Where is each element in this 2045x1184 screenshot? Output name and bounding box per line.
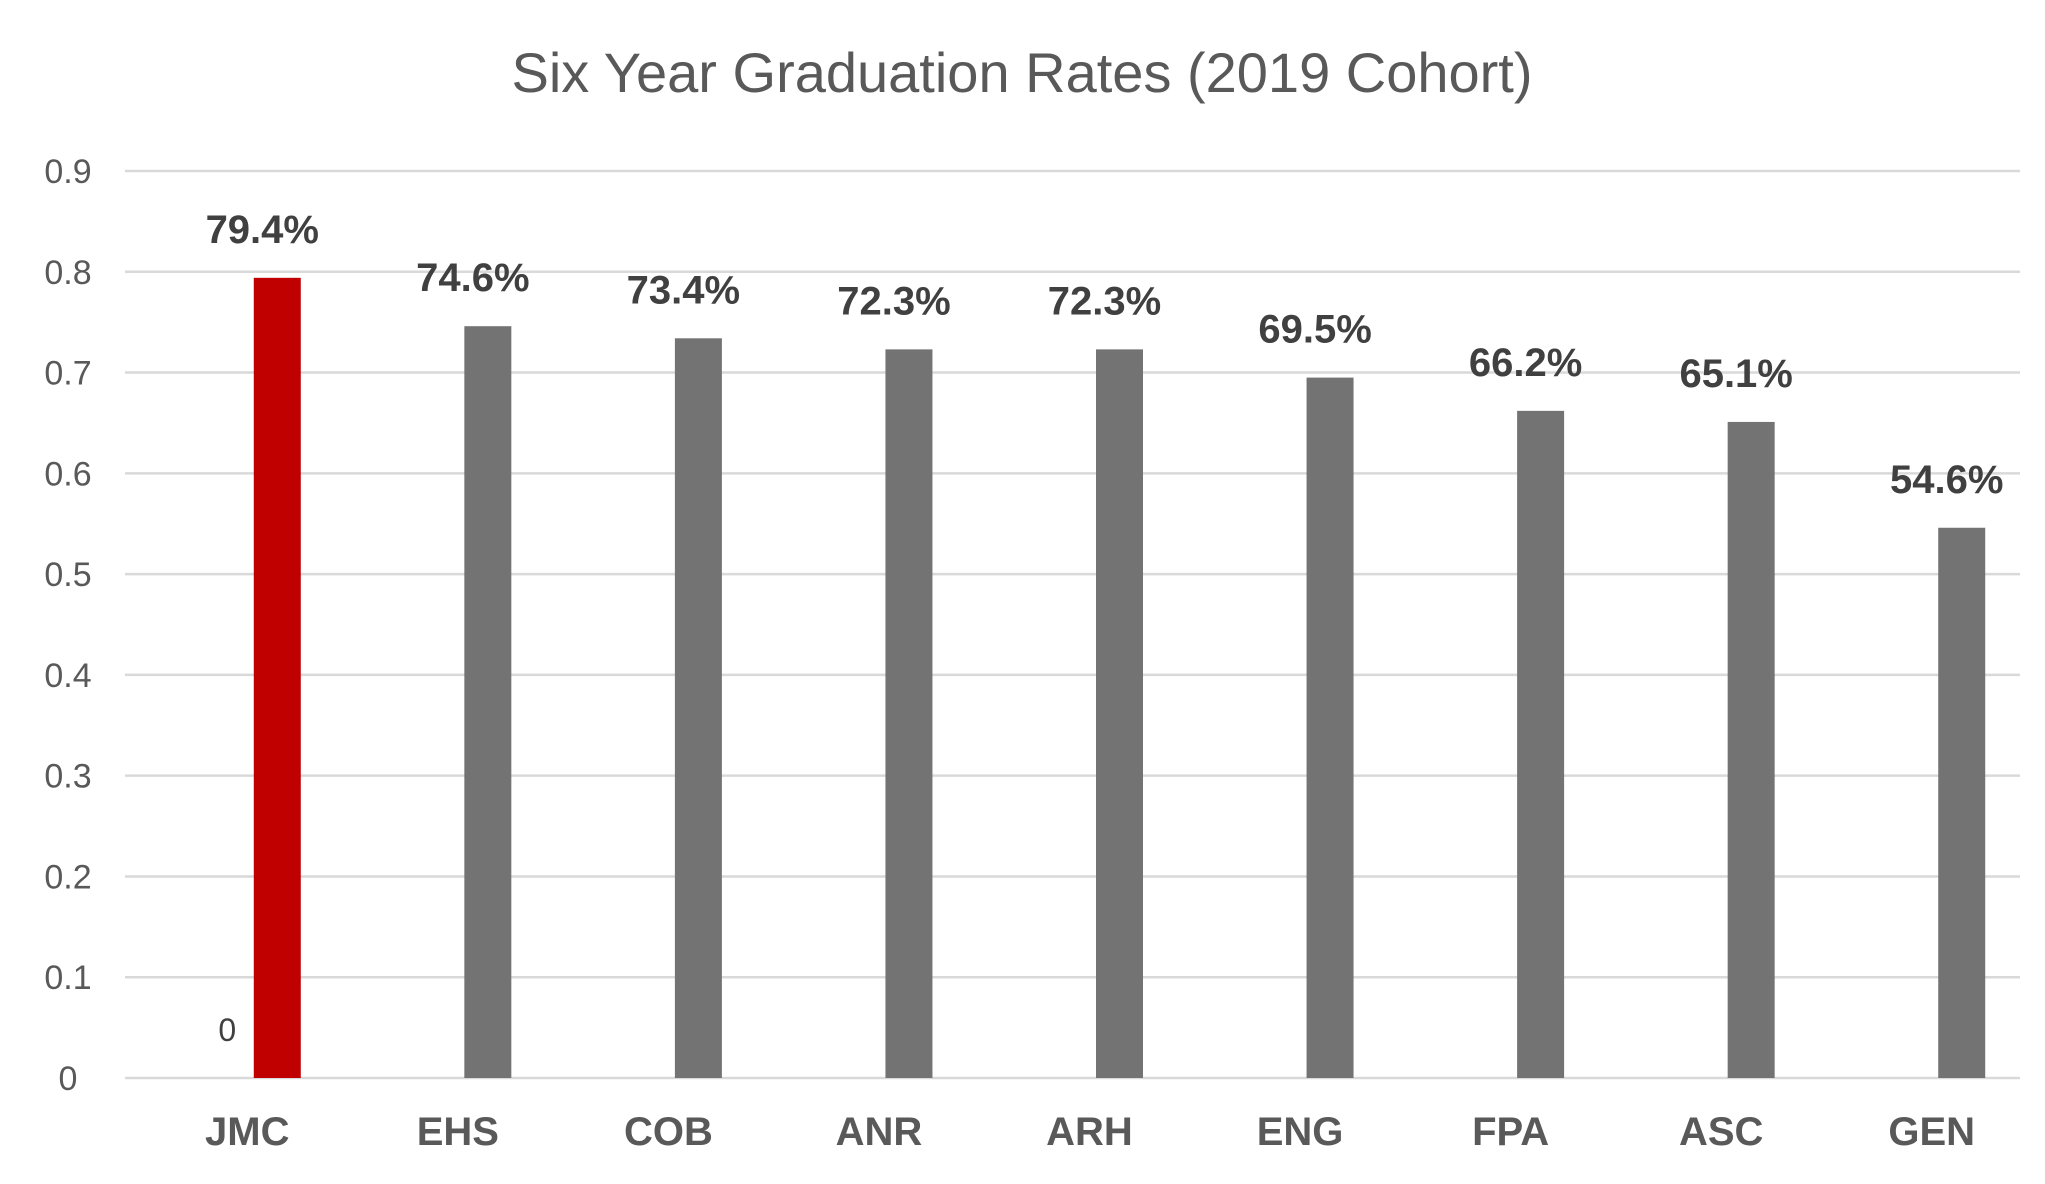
y-tick-label: 0.7 xyxy=(44,355,91,393)
x-tick-label-ehs: EHS xyxy=(417,1110,499,1154)
x-tick-label-fpa: FPA xyxy=(1472,1110,1549,1154)
bar-asc xyxy=(1727,421,1775,1079)
x-tick-label-anr: ANR xyxy=(836,1110,923,1154)
data-label-gen: 54.6% xyxy=(1890,458,2003,502)
y-tick-label: 0.6 xyxy=(44,455,91,493)
y-tick-label: 0 xyxy=(59,1060,78,1098)
data-label-eng: 69.5% xyxy=(1258,308,1371,352)
data-label-fpa: 66.2% xyxy=(1469,341,1582,385)
x-tick-label-gen: GEN xyxy=(1888,1110,1975,1154)
data-label-jmc: 79.4% xyxy=(206,208,319,252)
y-tick-label: 0.1 xyxy=(44,959,91,997)
data-label-ehs: 74.6% xyxy=(416,256,529,300)
bar-eng xyxy=(1306,377,1354,1078)
gridlines xyxy=(125,169,2020,1080)
stray-zero-label: 0 xyxy=(218,1012,236,1048)
data-label-anr: 72.3% xyxy=(837,279,950,323)
x-tick-label-asc: ASC xyxy=(1679,1110,1763,1154)
y-tick-label: 0.5 xyxy=(44,556,91,594)
y-tick-label: 0.4 xyxy=(44,657,91,695)
x-tick-label-jmc: JMC xyxy=(205,1110,289,1154)
bar-cob xyxy=(674,338,722,1078)
bar-fpa xyxy=(1517,410,1565,1079)
data-label-cob: 73.4% xyxy=(627,268,740,312)
y-axis: 0 0.1 0.2 0.3 0.4 0.5 0.6 0.7 0.8 0.9 xyxy=(44,153,91,1098)
x-tick-label-eng: ENG xyxy=(1257,1110,1344,1154)
data-label-arh: 72.3% xyxy=(1048,279,1161,323)
y-tick-label: 0.8 xyxy=(44,254,91,292)
bar-ehs xyxy=(464,326,512,1079)
x-tick-label-cob: COB xyxy=(624,1110,713,1154)
y-tick-label: 0.9 xyxy=(44,153,91,191)
x-tick-label-arh: ARH xyxy=(1046,1110,1133,1154)
data-label-asc: 65.1% xyxy=(1679,352,1792,396)
x-axis: JMC EHS COB ANR ARH ENG FPA ASC GEN xyxy=(205,1110,1975,1154)
bars xyxy=(253,277,1986,1079)
bar-anr xyxy=(885,349,933,1078)
chart-title: Six Year Graduation Rates (2019 Cohort) xyxy=(511,41,1532,104)
bar-arh xyxy=(1096,349,1143,1078)
data-labels: 79.4% 74.6% 73.4% 72.3% 72.3% 69.5% 66.2% 65.1%… xyxy=(206,208,2004,502)
y-tick-label: 0.2 xyxy=(44,858,91,896)
bar-gen xyxy=(1938,527,1986,1078)
y-tick-label: 0.3 xyxy=(44,758,91,796)
bar-jmc xyxy=(253,277,301,1078)
